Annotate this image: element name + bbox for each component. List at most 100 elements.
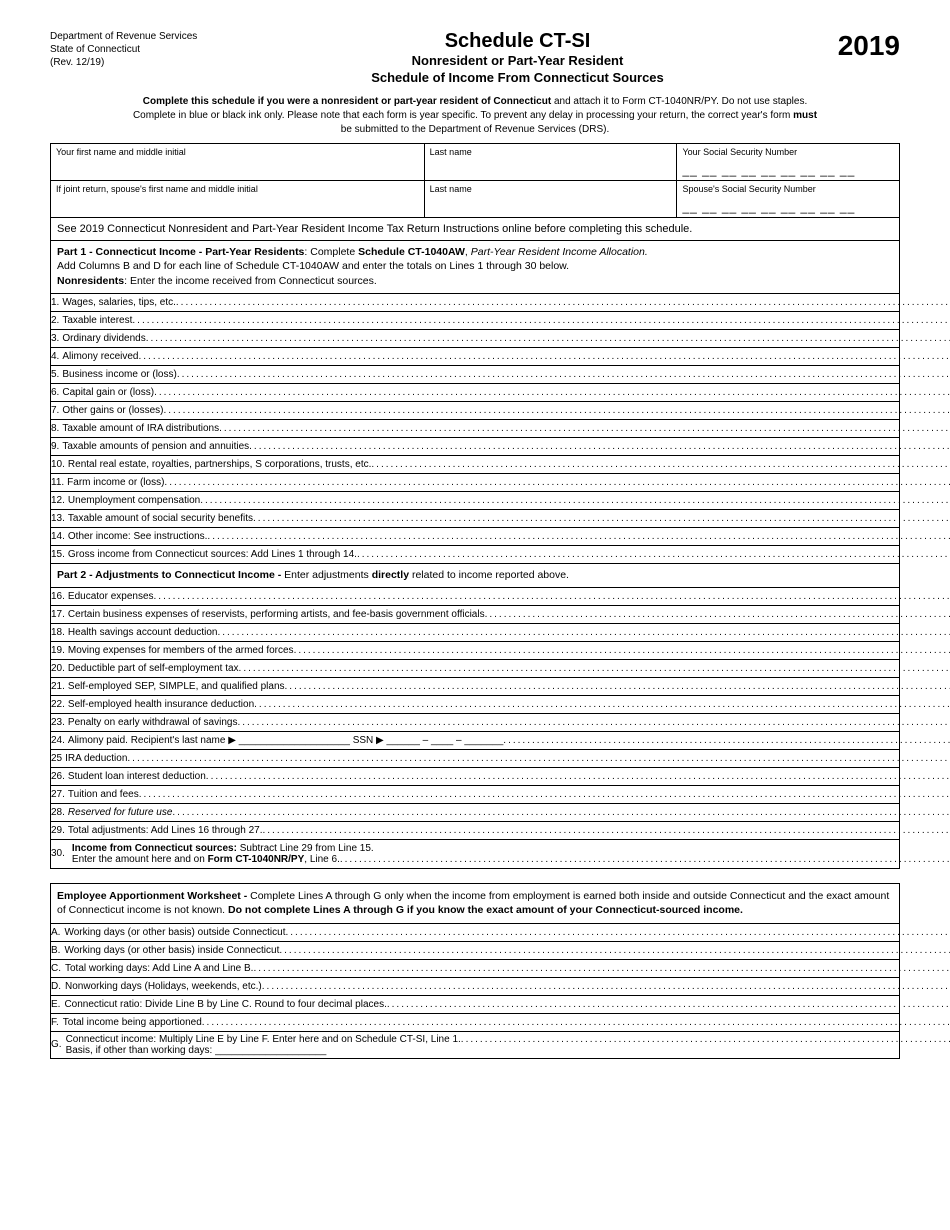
line-num: 17. bbox=[51, 609, 68, 620]
dept-line2: State of Connecticut bbox=[50, 43, 197, 56]
line-num: 26. bbox=[51, 771, 68, 782]
line-num: 15. bbox=[51, 549, 68, 560]
ws-label-text: Working days (or other basis) outside Co… bbox=[64, 927, 285, 938]
line-label: Taxable amount of IRA distributions bbox=[62, 423, 219, 434]
ws-row-E: E. Connecticut ratio: Divide Line B by Li… bbox=[51, 996, 899, 1014]
line-num: 28. bbox=[51, 807, 68, 818]
form-title: Schedule CT-SI bbox=[197, 30, 837, 53]
line-num: 8. bbox=[51, 423, 62, 434]
line-3: 3.Ordinary dividends ...................… bbox=[51, 330, 899, 348]
line-label: IRA deduction bbox=[65, 753, 127, 764]
ws-row-C: C.Total working days: Add Line A and Lin… bbox=[51, 960, 899, 978]
line-label: Moving expenses for members of the armed… bbox=[68, 645, 294, 656]
part1-header: Part 1 - Connecticut Income - Part-Year … bbox=[51, 241, 899, 294]
line-num: 19. bbox=[51, 645, 68, 656]
dept-line1: Department of Revenue Services bbox=[50, 30, 197, 43]
line-num: 27. bbox=[51, 789, 68, 800]
line-2: 2.Taxable interest .....................… bbox=[51, 312, 899, 330]
line-label: Alimony received bbox=[62, 351, 138, 362]
ws-letter: D. bbox=[51, 979, 61, 994]
line-18: 18.Health savings account deduction ....… bbox=[51, 624, 899, 642]
last-name-field[interactable]: Last name bbox=[425, 144, 678, 180]
part2-header: Part 2 - Adjustments to Connecticut Inco… bbox=[51, 564, 899, 588]
line-10: 10.Rental real estate, royalties, partne… bbox=[51, 456, 899, 474]
line-num: 24. bbox=[51, 735, 68, 746]
ws-row-B: B. Working days (or other basis) inside C… bbox=[51, 942, 899, 960]
line-4: 4.Alimony received .....................… bbox=[51, 348, 899, 366]
line-16: 16.Educator expenses ...................… bbox=[51, 588, 899, 606]
ws-label-text: Connecticut ratio: Divide Line B by Line… bbox=[64, 999, 386, 1010]
line-21: 21.Self-employed SEP, SIMPLE, and qualif… bbox=[51, 678, 899, 696]
ws-label-text: Connecticut income: Multiply Line E by L… bbox=[66, 1034, 461, 1045]
notice-text: See 2019 Connecticut Nonresident and Par… bbox=[51, 218, 899, 241]
line-label: Gross income from Connecticut sources: A… bbox=[68, 549, 357, 560]
line-20: 20.Deductible part of self-employment ta… bbox=[51, 660, 899, 678]
ws-row-F: F.Total income being apportioned .......… bbox=[51, 1014, 899, 1032]
line-1: 1.Wages, salaries, tips, etc. ..........… bbox=[51, 294, 899, 312]
line-6: 6.Capital gain or (loss) ...............… bbox=[51, 384, 899, 402]
line-19: 19.Moving expenses for members of the ar… bbox=[51, 642, 899, 660]
line-5: 5.Business income or (loss) ............… bbox=[51, 366, 899, 384]
ssn-field[interactable]: Your Social Security Number __ __ __ __ … bbox=[677, 144, 899, 180]
ws-extra[interactable]: Basis, if other than working days: _____… bbox=[66, 1045, 950, 1056]
line-27: 27.Tuition and fees ....................… bbox=[51, 786, 899, 804]
line-label: Self-employed SEP, SIMPLE, and qualified… bbox=[68, 681, 285, 692]
line-num: 18. bbox=[51, 627, 68, 638]
line-label: Alimony paid. Recipient's last name ▶ __… bbox=[68, 735, 503, 746]
line-num: 13. bbox=[51, 513, 68, 524]
line-label: Health savings account deduction bbox=[68, 627, 218, 638]
spouse-first-name-field[interactable]: If joint return, spouse's first name and… bbox=[51, 181, 425, 217]
line-label: Educator expenses bbox=[68, 591, 154, 602]
instructions: Complete this schedule if you were a non… bbox=[50, 95, 900, 137]
ws-label-text: Total income being apportioned bbox=[63, 1017, 202, 1028]
line-14: 14.Other income: See instructions. .....… bbox=[51, 528, 899, 546]
ws-row-A: A. Working days (or other basis) outside … bbox=[51, 924, 899, 942]
ws-letter: B. bbox=[51, 943, 60, 958]
line-22: 22.Self-employed health insurance deduct… bbox=[51, 696, 899, 714]
line-label: Total adjustments: Add Lines 16 through … bbox=[68, 825, 263, 836]
line-label: Farm income or (loss) bbox=[67, 477, 164, 488]
line-num: 4. bbox=[51, 351, 62, 362]
line-8: 8.Taxable amount of IRA distributions ..… bbox=[51, 420, 899, 438]
line-24: 24.Alimony paid. Recipient's last name ▶… bbox=[51, 732, 899, 750]
line-num: 16. bbox=[51, 591, 68, 602]
line-num: 23. bbox=[51, 717, 68, 728]
line-num: 22. bbox=[51, 699, 68, 710]
line-label: Deductible part of self-employment tax bbox=[68, 663, 239, 674]
line-num: 9. bbox=[51, 441, 62, 452]
line-11: 11.Farm income or (loss) ...............… bbox=[51, 474, 899, 492]
main-form: Your first name and middle initial Last … bbox=[50, 143, 900, 869]
ws-letter: E. bbox=[51, 997, 60, 1012]
line-28: 28.Reserved for future use .............… bbox=[51, 804, 899, 822]
line-label: Taxable amount of social security benefi… bbox=[68, 513, 253, 524]
line-label: Other gains or (losses) bbox=[62, 405, 163, 416]
line-num: 11. bbox=[51, 477, 67, 488]
line-num: 20. bbox=[51, 663, 68, 674]
form-subtitle-1: Nonresident or Part-Year Resident bbox=[197, 53, 837, 70]
line-label: Capital gain or (loss) bbox=[62, 387, 154, 398]
line-label: Other income: See instructions. bbox=[68, 531, 208, 542]
spouse-ssn-field[interactable]: Spouse's Social Security Number __ __ __… bbox=[677, 181, 899, 217]
line-label: Ordinary dividends bbox=[62, 333, 145, 344]
line-23: 23.Penalty on early withdrawal of saving… bbox=[51, 714, 899, 732]
dept-rev: (Rev. 12/19) bbox=[50, 56, 197, 69]
worksheet-box: Employee Apportionment Worksheet - Compl… bbox=[50, 883, 900, 1059]
ws-label-text: Working days (or other basis) inside Con… bbox=[64, 945, 279, 956]
ws-letter: A. bbox=[51, 925, 60, 940]
ws-row-D: D.Nonworking days (Holidays, weekends, e… bbox=[51, 978, 899, 996]
line-num: 6. bbox=[51, 387, 62, 398]
line-label: Self-employed health insurance deduction bbox=[68, 699, 254, 710]
line-num: 25 bbox=[51, 753, 65, 764]
first-name-field[interactable]: Your first name and middle initial bbox=[51, 144, 425, 180]
ws-label-text: Total working days: Add Line A and Line … bbox=[65, 963, 253, 974]
line-29: 29.Total adjustments: Add Lines 16 throu… bbox=[51, 822, 899, 840]
worksheet-header: Employee Apportionment Worksheet - Compl… bbox=[51, 884, 899, 924]
line-label: Student loan interest deduction bbox=[68, 771, 206, 782]
line-label: Taxable interest bbox=[62, 315, 132, 326]
spouse-last-name-field[interactable]: Last name bbox=[425, 181, 678, 217]
tax-year: 2019 bbox=[838, 30, 900, 62]
line-num: 12. bbox=[51, 495, 68, 506]
line-num: 14. bbox=[51, 531, 68, 542]
line-num: 21. bbox=[51, 681, 68, 692]
line-num: 3. bbox=[51, 333, 62, 344]
